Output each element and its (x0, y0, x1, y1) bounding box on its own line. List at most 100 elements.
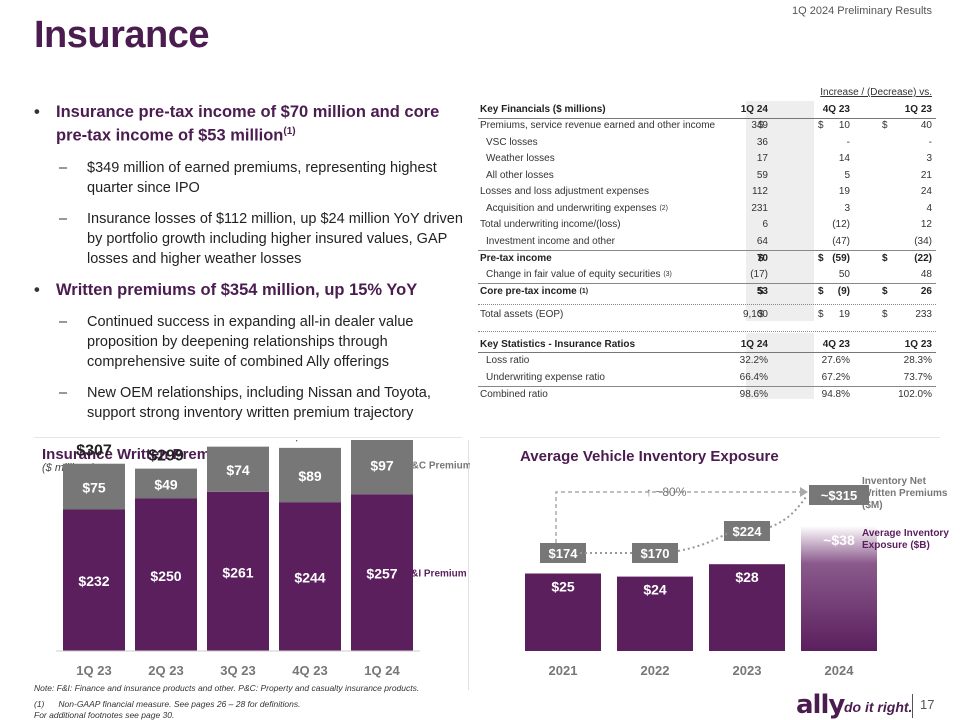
table-row: Investment income and other 64 (47) (34) (486, 235, 932, 247)
x-axis-label: 2023 (733, 663, 762, 678)
written-premiums-chart-title: Insurance Written Premiums (42, 446, 246, 463)
trend-connector (769, 496, 807, 528)
growth-bracket (555, 491, 800, 543)
total-value-label: $335 (220, 440, 256, 443)
x-axis-label: 2021 (549, 663, 578, 678)
chart-divider (468, 440, 469, 690)
exposure-bar (525, 573, 601, 651)
table-row: Acquisition and underwriting expenses (2… (486, 202, 932, 214)
legend-fi-premium: F&I Premium (405, 569, 467, 580)
pc-premium-bar (351, 440, 413, 495)
sub-bullet-dealer-value: Continued success in expanding all-in de… (34, 312, 469, 372)
panel-separator (34, 437, 462, 438)
ally-logo: ally (796, 690, 845, 720)
total-value-label: $333 (292, 440, 328, 444)
legend-premiums-line3: ($M) (862, 500, 883, 511)
table-row: Total underwriting income/(loss) 6 (12) … (480, 219, 932, 230)
report-period-label: 1Q 2024 Preliminary Results (791, 5, 932, 17)
table-row: Losses and loss adjustment expenses 112 … (480, 186, 932, 197)
fi-value-label: $244 (294, 570, 325, 586)
stats-row: Underwriting expense ratio 66.4% 67.2% 7… (486, 371, 932, 383)
exposure-bar-forecast (801, 526, 877, 651)
header-rule (478, 118, 936, 119)
legend-exposure-line2: Exposure ($B) (862, 540, 930, 551)
premium-value-label: $170 (641, 546, 670, 561)
legend-exposure-line1: Average Inventory (862, 528, 949, 539)
key-financials-table: Increase / (Decrease) vs. Key Financials… (478, 85, 936, 403)
pc-value-label: $49 (154, 477, 178, 493)
table-row: VSC losses 36 - - (486, 136, 932, 148)
footnote-definitions: Note: F&I: Finance and insurance product… (34, 683, 420, 693)
premium-label-box (540, 543, 586, 563)
current-quarter-shading (746, 101, 814, 321)
growth-annotation: ↑ ~80% (646, 485, 687, 499)
premium-value-label: $224 (733, 524, 763, 539)
fi-premium-bar (351, 494, 413, 651)
panel-separator (480, 437, 940, 438)
exposure-value-label: ~$38 (823, 532, 855, 548)
sub-bullet-earned-premiums: $349 million of earned premiums, represe… (34, 158, 469, 198)
x-axis-label: 2022 (641, 663, 670, 678)
bullet-written-premiums: Written premiums of $354 million, up 15%… (34, 280, 469, 300)
x-axis-label: 1Q 24 (364, 663, 400, 678)
pc-premium-bar (279, 447, 341, 503)
sub-bullet-oem-relationships: New OEM relationships, including Nissan … (34, 383, 469, 423)
x-axis-label: 4Q 23 (292, 663, 327, 678)
pc-premium-bar (207, 446, 269, 492)
table-row: Premiums, service revenue earned and oth… (480, 120, 932, 131)
footnote-additional: For additional footnotes see page 30. (34, 710, 175, 720)
exposure-value-label: $25 (551, 579, 575, 595)
premium-label-box (724, 521, 770, 541)
ally-tagline: do it right. (844, 699, 913, 715)
bullet-pretax-income: Insurance pre-tax income of $70 million … (34, 102, 469, 146)
key-points: Insurance pre-tax income of $70 million … (34, 102, 469, 423)
table-row: Weather losses 17 14 3 (486, 153, 932, 164)
current-quarter-shading (746, 333, 814, 399)
legend-pc-premium: P&C Premium (405, 461, 470, 472)
table-row: All other losses 59 5 21 (486, 169, 932, 181)
exposure-bar (709, 564, 785, 651)
footnote-1: (1) Non-GAAP financial measure. See pages… (34, 699, 301, 709)
premium-value-label: ~$315 (821, 488, 858, 503)
fi-value-label: $261 (222, 564, 253, 580)
increase-decrease-header: Increase / (Decrease) vs. (820, 87, 932, 98)
pc-value-label: $74 (226, 462, 250, 478)
page-number: 17 (920, 697, 935, 712)
exposure-value-label: $24 (643, 582, 667, 598)
trend-connector (677, 532, 729, 552)
pc-value-label: $75 (82, 480, 106, 496)
fi-value-label: $250 (150, 568, 181, 584)
legend-premiums-line1: Inventory Net (862, 476, 927, 487)
pc-premium-bar (135, 468, 197, 499)
stats-row: Loss ratio 32.2% 27.6% 28.3% (486, 355, 932, 366)
inventory-exposure-chart: $25 $174 2021 $24 $170 2022 $28 $224 2023 ~$38 ~$3… (525, 476, 949, 678)
page-title: Insurance (34, 14, 210, 56)
page-number-separator (912, 694, 913, 718)
table-row: Total assets (EOP) $9,100 $19 $233 (478, 303, 936, 324)
x-axis-label: 2Q 23 (148, 663, 183, 678)
x-axis-label: 2024 (825, 663, 855, 678)
written-premiums-chart: $232 $75 $307 1Q 23 $250 $49 $299 2Q 23 $261 $74 $… (56, 440, 470, 678)
fi-premium-bar (135, 498, 197, 651)
stats-row: Combined ratio 98.6% 94.8% 102.0% (478, 386, 936, 403)
exposure-value-label: $28 (735, 569, 759, 585)
sub-bullet-insurance-losses: Insurance losses of $112 million, up $24… (34, 209, 469, 269)
total-value-label: $299 (148, 448, 184, 465)
premium-label-box (632, 543, 678, 563)
stats-header-row: Key Statistics - Insurance Ratios 1Q 24 … (478, 337, 936, 353)
x-axis-label: 3Q 23 (220, 663, 255, 678)
inventory-exposure-chart-title: Average Vehicle Inventory Exposure (520, 448, 779, 465)
x-axis-label: 1Q 23 (76, 663, 111, 678)
table-row: Core pre-tax income (1) $53 $ (9) $26 (478, 283, 936, 300)
exposure-bar (617, 576, 693, 651)
pc-value-label: $89 (298, 468, 322, 484)
growth-arrowhead (800, 487, 808, 497)
table-row: Pre-tax income $70 $ (59) $ (22) (478, 250, 936, 267)
premium-value-label: $174 (549, 546, 579, 561)
total-value-label: $307 (76, 443, 112, 460)
fi-value-label: $257 (366, 566, 397, 582)
fi-premium-bar (207, 491, 269, 651)
fi-premium-bar (63, 509, 125, 651)
table-row: Change in fair value of equity securitie… (486, 268, 932, 280)
pc-value-label: $97 (370, 458, 394, 474)
